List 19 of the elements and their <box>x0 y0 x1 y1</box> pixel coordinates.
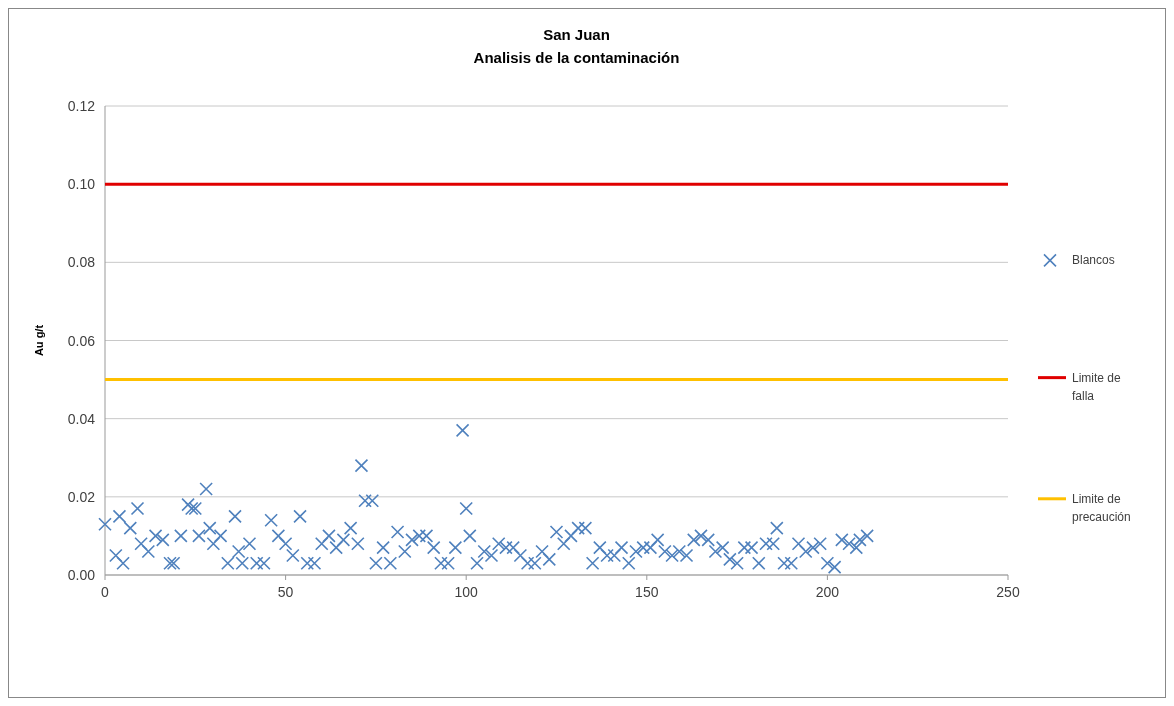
x-tick-label: 200 <box>815 584 840 600</box>
y-tick-label: 0.06 <box>67 332 96 349</box>
y-tick-label: 0.00 <box>67 567 96 583</box>
x-tick-label: 50 <box>277 584 294 600</box>
x-tick-label: 250 <box>996 584 1020 600</box>
y-axis-title: Au g/t <box>33 324 45 357</box>
y-tick-label: 0.02 <box>67 488 96 505</box>
chart-title: San Juan <box>543 26 610 43</box>
y-tick-label: 0.12 <box>67 98 96 114</box>
legend-label: Limite de precaución <box>1072 491 1131 524</box>
legend-label: Limite de falla <box>1072 370 1122 403</box>
y-tick-label: 0.10 <box>67 176 96 193</box>
y-tick-label: 0.08 <box>67 254 96 271</box>
legend-label: Blancos <box>1072 253 1115 268</box>
x-tick-label: 100 <box>454 584 479 600</box>
y-tick-label: 0.04 <box>67 410 96 427</box>
x-tick-label: 150 <box>635 584 659 600</box>
chart-subtitle: Analisis de la contaminación <box>473 49 680 66</box>
x-tick-label: 0 <box>101 584 110 600</box>
